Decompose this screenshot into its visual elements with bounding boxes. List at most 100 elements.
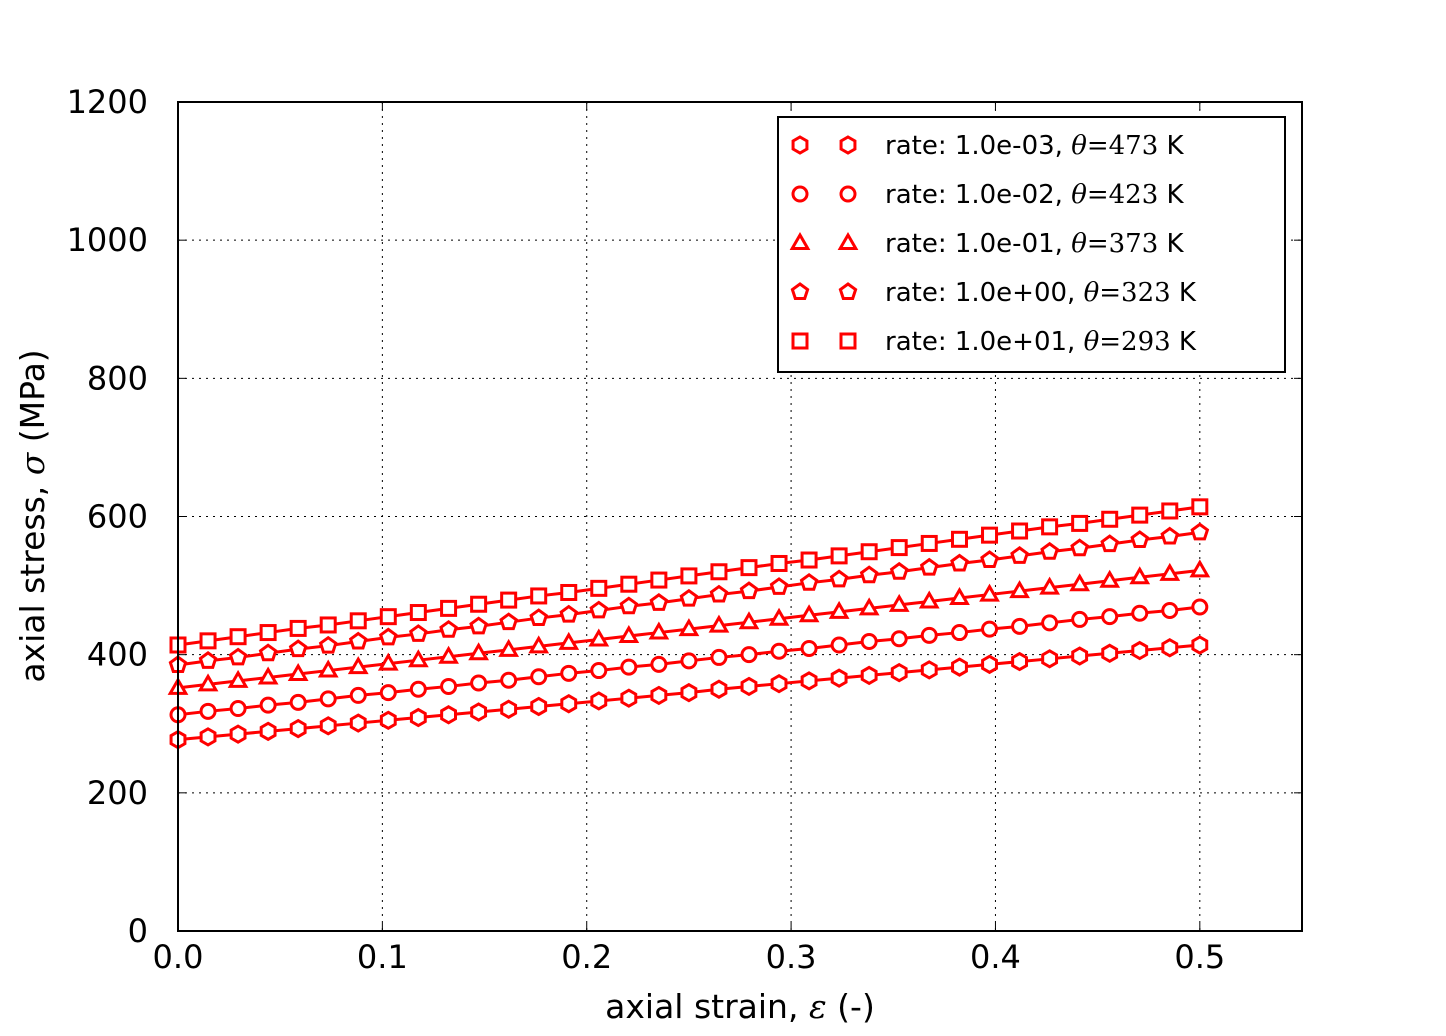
data-point-square — [740, 559, 758, 577]
data-point-hexagon — [951, 657, 968, 677]
data-point-hexagon — [530, 696, 548, 717]
x-tick-label: 0.1 — [357, 938, 408, 976]
x-tick-label: 0.3 — [766, 938, 817, 976]
data-point-triangle — [1099, 569, 1121, 588]
data-point-triangle — [347, 656, 369, 675]
data-point-circle — [289, 693, 307, 711]
data-point-hexagon — [319, 716, 337, 736]
data-point-circle — [560, 664, 578, 682]
data-point-hexagon — [620, 688, 638, 708]
data-point-circle — [860, 633, 878, 651]
data-point-triangle — [949, 587, 970, 606]
series-circle — [169, 598, 1209, 724]
data-point-pentagon — [950, 553, 969, 572]
hexagon-legend-marker-icon — [839, 135, 857, 155]
data-point-pentagon — [288, 639, 308, 658]
data-point-pentagon — [559, 604, 579, 623]
data-point-triangle — [708, 614, 730, 633]
y-tick-label: 0 — [128, 912, 148, 950]
data-point-hexagon — [409, 707, 427, 728]
data-point-triangle — [197, 673, 219, 692]
data-point-triangle — [257, 666, 279, 685]
data-point-hexagon — [590, 691, 608, 711]
y-tick-label: 600 — [87, 498, 148, 536]
data-point-square — [500, 591, 518, 609]
data-point-hexagon — [560, 693, 578, 714]
legend-label: rate: 1.0e-02, θ=423 K — [885, 180, 1185, 210]
data-point-circle — [890, 630, 908, 648]
legend-entry: rate: 1.0e-01, θ=373 K — [789, 229, 1185, 259]
data-point-circle — [620, 658, 638, 676]
data-point-hexagon — [349, 713, 367, 733]
data-point-triangle — [678, 618, 700, 637]
data-point-triangle — [979, 583, 1000, 602]
data-point-circle — [229, 700, 247, 718]
data-point-hexagon — [860, 665, 878, 686]
data-point-square — [409, 604, 427, 622]
data-point-triangle — [317, 659, 339, 678]
x-tick-label: 0.0 — [153, 938, 204, 976]
data-point-pentagon — [529, 608, 549, 627]
data-point-triangle — [648, 621, 670, 640]
data-point-hexagon — [1191, 635, 1209, 655]
data-point-square — [710, 563, 728, 581]
data-point-square — [379, 608, 397, 626]
data-point-pentagon — [919, 557, 939, 576]
data-point-hexagon — [710, 679, 728, 699]
data-point-circle — [440, 677, 458, 695]
data-point-square — [830, 547, 848, 565]
data-point-pentagon — [889, 561, 909, 580]
data-point-pentagon — [1130, 530, 1150, 548]
data-point-hexagon — [259, 721, 277, 742]
data-point-circle — [349, 686, 367, 704]
data-point-hexagon — [500, 699, 518, 719]
data-point-triangle — [798, 604, 820, 623]
data-point-pentagon — [499, 612, 519, 631]
plot-series — [167, 498, 1211, 750]
y-tick-label: 200 — [87, 774, 148, 812]
data-point-pentagon — [1160, 526, 1180, 545]
data-point-square — [1071, 514, 1089, 532]
y-tick-label: 800 — [87, 359, 148, 397]
data-point-square — [920, 534, 938, 552]
triangle-legend-marker-icon — [789, 231, 811, 250]
data-point-square — [1101, 510, 1119, 528]
legend-box — [777, 116, 1286, 373]
data-point-hexagon — [229, 724, 247, 744]
data-point-square — [319, 616, 337, 634]
y-axis-label: axial stress, σ (MPa) — [13, 349, 52, 682]
data-point-pentagon — [829, 569, 849, 588]
data-point-pentagon — [859, 565, 879, 584]
data-point-triangle — [468, 642, 490, 661]
data-point-square — [981, 526, 999, 544]
data-point-hexagon — [920, 660, 938, 680]
data-point-pentagon — [228, 647, 248, 666]
data-point-square — [1161, 502, 1179, 520]
data-point-triangle — [377, 652, 399, 671]
series-triangle — [167, 559, 1211, 695]
legend-label: rate: 1.0e-01, θ=373 K — [885, 229, 1185, 259]
data-point-triangle — [1129, 566, 1151, 585]
data-point-triangle — [588, 628, 610, 647]
data-point-triangle — [438, 645, 459, 664]
data-point-pentagon — [408, 624, 428, 642]
data-point-triangle — [287, 663, 309, 682]
data-point-hexagon — [800, 671, 818, 691]
data-point-square — [440, 599, 458, 617]
data-point-square — [1191, 498, 1209, 516]
data-point-circle — [1161, 601, 1179, 619]
legend-entry: rate: 1.0e+01, θ=293 K — [791, 327, 1197, 357]
legend-label: rate: 1.0e-03, θ=473 K — [885, 131, 1185, 161]
circle-legend-marker-icon — [791, 185, 809, 203]
data-point-circle — [1011, 617, 1029, 635]
data-point-pentagon — [980, 550, 999, 568]
circle-legend-marker-icon — [839, 185, 857, 203]
data-point-square — [860, 543, 878, 561]
data-point-square — [199, 632, 217, 650]
data-point-pentagon — [1100, 534, 1120, 553]
data-point-pentagon — [198, 651, 218, 669]
legend-entry: rate: 1.0e+00, θ=323 K — [790, 278, 1197, 308]
x-tick-label: 0.2 — [561, 938, 612, 976]
data-point-triangle — [828, 600, 850, 619]
